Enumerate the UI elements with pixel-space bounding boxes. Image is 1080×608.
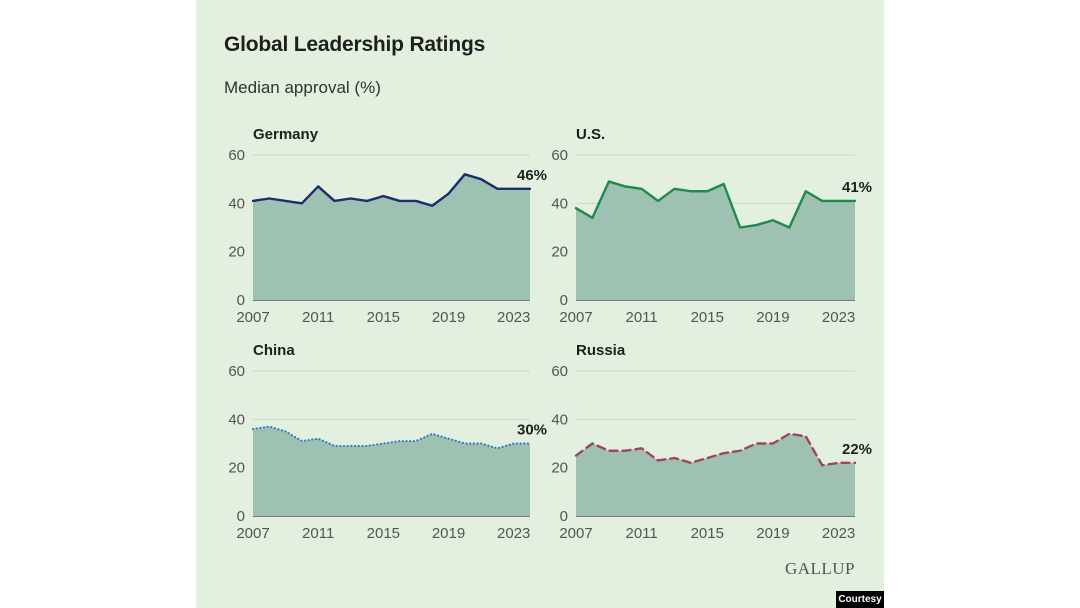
x-tick-label-china: 2019 — [432, 525, 465, 542]
series-line-russia — [574, 432, 857, 467]
x-tick-label-u-s: 2023 — [822, 309, 855, 326]
x-tick-label-russia: 2023 — [822, 525, 855, 542]
x-tick-label-china: 2011 — [302, 525, 334, 542]
panel-title-u-s: U.S. — [576, 126, 605, 143]
y-tick-label-u-s: 20 — [551, 244, 568, 261]
y-tick-label-china: 60 — [228, 363, 245, 380]
series-line-u-s — [574, 180, 857, 229]
x-tick-label-germany: 2007 — [236, 309, 269, 326]
panel-title-china: China — [253, 342, 295, 359]
x-tick-label-russia: 2011 — [626, 525, 658, 542]
x-tick-label-germany: 2019 — [432, 309, 465, 326]
value-label-china: 30% — [517, 422, 547, 439]
y-tick-label-germany: 60 — [228, 147, 245, 164]
y-tick-label-germany: 0 — [237, 292, 245, 309]
y-tick-label-u-s: 60 — [551, 147, 568, 164]
x-tick-label-u-s: 2007 — [559, 309, 592, 326]
y-tick-label-u-s: 40 — [551, 195, 568, 212]
small-multiples-chart: Germany 0 20 40 60 2007 2011 2015 2019 2023 46% U.S… — [228, 126, 872, 542]
panel-title-germany: Germany — [253, 126, 319, 143]
y-tick-label-u-s: 0 — [560, 292, 568, 309]
courtesy-badge: Courtesy — [836, 591, 884, 608]
y-tick-label-russia: 0 — [560, 508, 568, 525]
x-tick-label-u-s: 2011 — [626, 309, 658, 326]
y-tick-label-china: 0 — [237, 508, 245, 525]
y-tick-label-china: 20 — [228, 460, 245, 477]
x-tick-label-germany: 2015 — [367, 309, 400, 326]
x-tick-label-china: 2023 — [497, 525, 530, 542]
y-tick-label-germany: 40 — [228, 195, 245, 212]
area-fill-germany — [253, 174, 530, 300]
x-tick-label-russia: 2007 — [559, 525, 592, 542]
y-tick-label-russia: 60 — [551, 363, 568, 380]
x-tick-label-germany: 2011 — [302, 309, 334, 326]
y-tick-label-russia: 20 — [551, 460, 568, 477]
chart-subtitle: Median approval (%) — [224, 78, 381, 97]
x-tick-label-germany: 2023 — [497, 309, 530, 326]
series-line-germany — [251, 173, 532, 207]
chart-title: Global Leadership Ratings — [224, 33, 486, 56]
x-tick-label-u-s: 2019 — [756, 309, 789, 326]
series-line-china — [251, 425, 532, 450]
y-tick-label-russia: 40 — [551, 411, 568, 428]
x-tick-label-russia: 2019 — [756, 525, 789, 542]
x-tick-label-u-s: 2015 — [691, 309, 724, 326]
value-label-germany: 46% — [517, 167, 547, 184]
x-tick-label-china: 2015 — [367, 525, 400, 542]
area-fill-russia — [576, 433, 855, 516]
panel-title-russia: Russia — [576, 342, 626, 359]
gallup-logo: GALLUP — [784, 559, 855, 578]
value-label-russia: 22% — [842, 441, 872, 458]
area-fill-u-s — [576, 181, 855, 300]
value-label-u-s: 41% — [842, 179, 872, 196]
area-fill-china — [253, 426, 530, 516]
x-tick-label-china: 2007 — [236, 525, 269, 542]
y-tick-label-china: 40 — [228, 411, 245, 428]
y-tick-label-germany: 20 — [228, 244, 245, 261]
chart-card: Global Leadership Ratings Median approva… — [196, 0, 884, 608]
x-tick-label-russia: 2015 — [691, 525, 724, 542]
